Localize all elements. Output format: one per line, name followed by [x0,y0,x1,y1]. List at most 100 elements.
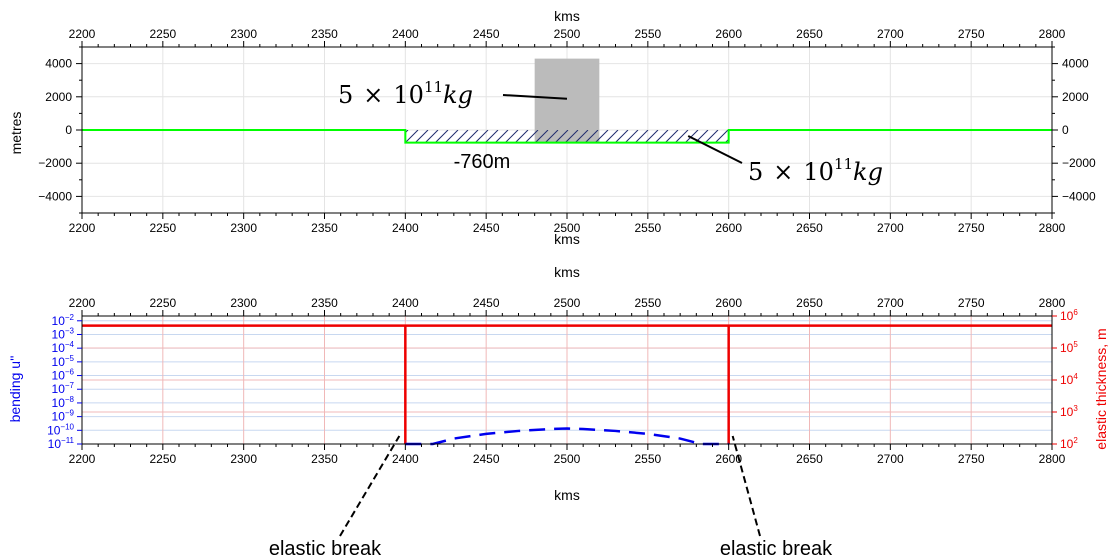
bottom-ytick-left-base: 10 [52,396,66,410]
hatch-stroke [405,130,419,143]
surface-line [82,129,1052,144]
annotation-basin-mass: 5 × 1011kg [687,135,883,186]
annotation-load-mass-leader [502,94,568,100]
hatch-stroke [385,130,398,143]
top-xtick-label-top: 2250 [149,27,176,41]
elastic-break-right-leader [731,435,761,537]
hatch-stroke [714,130,729,143]
top-xtick-label-bottom: 2700 [877,221,904,235]
basin-hatch-lines [385,130,758,143]
hatch-stroke [534,130,549,143]
top-ticks: 2200 2200 2250 2250 2300 2300 2350 2350 2400 2400… [38,27,1096,235]
hatch-stroke [434,130,449,143]
bottom-xtick-label-bottom: 2650 [796,452,823,466]
bottom-ytick-label-right: 102 [1060,436,1078,451]
bottom-ytick-right-exponent: 2 [1073,436,1078,445]
annotation-elastic-break-right: elastic break [720,435,833,560]
top-ytick-label-right: 4000 [1062,57,1089,71]
bottom-ytick-right-base: 10 [1060,341,1074,355]
elastic-thickness-line [82,324,1052,444]
bottom-ytick-left-exponent: −5 [65,354,75,363]
top-ytick-label-right: −2000 [1062,156,1096,170]
bottom-xtick-label-bottom: 2200 [69,452,96,466]
top-xlabel-top: kms [554,8,580,24]
bottom-xtick-label-bottom: 2300 [230,452,257,466]
bottom-xtick-label-bottom: 2450 [473,452,500,466]
bottom-xlabel-bottom: kms [554,487,580,503]
hatch-stroke [414,130,429,143]
hatch-stroke [554,130,569,143]
hatch-stroke [745,130,758,143]
bottom-xtick-label-bottom: 2500 [554,452,581,466]
bottom-ytick-label-right: 104 [1060,372,1078,387]
top-xtick-label-bottom: 2800 [1039,221,1066,235]
top-xtick-label-top: 2450 [473,27,500,41]
bottom-xtick-label-top: 2500 [554,296,581,310]
bottom-ytick-label-right: 105 [1060,340,1078,355]
hatch-stroke [484,130,499,143]
top-xtick-label-top: 2600 [715,27,742,41]
top-xtick-label-bottom: 2450 [473,221,500,235]
bottom-ytick-label-left: 10−3 [52,326,75,341]
top-xtick-label-bottom: 2500 [554,221,581,235]
basin-hatch [385,130,758,143]
bottom-ytick-label-left: 10−5 [52,354,75,369]
top-xtick-label-bottom: 2750 [958,221,985,235]
top-ytick-label-right: 0 [1062,123,1069,137]
bottom-ytick-right-exponent: 3 [1073,404,1078,413]
bottom-ytick-right-base: 10 [1060,405,1074,419]
hatch-stroke [544,130,559,143]
annotation-basin-mass-label: 5 × 1011kg [748,155,883,186]
bottom-xtick-label-bottom: 2400 [392,452,419,466]
bottom-xtick-label-top: 2550 [634,296,661,310]
bottom-ytick-left-exponent: −11 [61,436,75,445]
top-xtick-label-bottom: 2300 [230,221,257,235]
bottom-ytick-left-base: 10 [52,327,66,341]
bottom-ytick-label-left: 10−6 [52,368,75,383]
bottom-xtick-label-bottom: 2250 [149,452,176,466]
hatch-stroke [524,130,539,143]
bottom-ylabel-right: elastic thickness, m [1093,328,1109,449]
hatch-stroke [634,130,649,143]
bottom-grid [81,315,1053,445]
top-ytick-label-left: 2000 [45,90,72,104]
annotation-elastic-break-left: elastic break [269,435,401,560]
bottom-ytick-left-exponent: −3 [65,326,75,335]
bottom-ytick-label-left: 10−2 [52,313,75,328]
bottom-xtick-label-bottom: 2750 [958,452,985,466]
hatch-stroke [644,130,659,143]
bottom-xtick-label-top: 2450 [473,296,500,310]
bottom-ytick-left-exponent: −2 [65,313,75,322]
hatch-stroke [654,130,669,143]
bottom-ytick-left-base: 10 [52,382,66,396]
bottom-ticks: 2200 2200 2250 2250 2300 2300 2350 2350 2400 2400… [47,296,1078,466]
top-xtick-label-bottom: 2400 [392,221,419,235]
bottom-xtick-label-top: 2400 [392,296,419,310]
bottom-ytick-left-base: 10 [52,314,66,328]
hatch-stroke [464,130,479,143]
top-xtick-label-bottom: 2550 [634,221,661,235]
bottom-ytick-left-exponent: −4 [65,340,75,349]
bottom-xtick-label-bottom: 2550 [634,452,661,466]
bottom-ytick-right-exponent: 5 [1073,340,1078,349]
hatch-stroke [684,130,699,143]
bottom-ytick-label-left: 10−10 [47,422,74,437]
hatch-stroke [735,130,748,143]
bottom-xtick-label-top: 2250 [149,296,176,310]
top-xtick-label-top: 2650 [796,27,823,41]
bottom-xtick-label-bottom: 2800 [1039,452,1066,466]
bottom-ytick-label-left: 10−8 [52,395,75,410]
bottom-chart: 2200 2200 2250 2250 2300 2300 2350 2350 2400 2400… [7,264,1109,560]
bottom-ytick-right-base: 10 [1060,437,1074,451]
hatch-stroke [674,130,689,143]
top-ytick-label-right: −4000 [1062,189,1096,203]
bottom-ytick-label-left: 10−7 [52,381,75,396]
hatch-stroke [504,130,519,143]
hatch-stroke [514,130,529,143]
elastic-break-right-label: elastic break [720,538,833,560]
top-xtick-label-bottom: 2600 [715,221,742,235]
top-xtick-label-bottom: 2350 [311,221,338,235]
annotation-load-mass-label: 5 × 1011kg [338,78,473,109]
top-xtick-label-bottom: 2650 [796,221,823,235]
